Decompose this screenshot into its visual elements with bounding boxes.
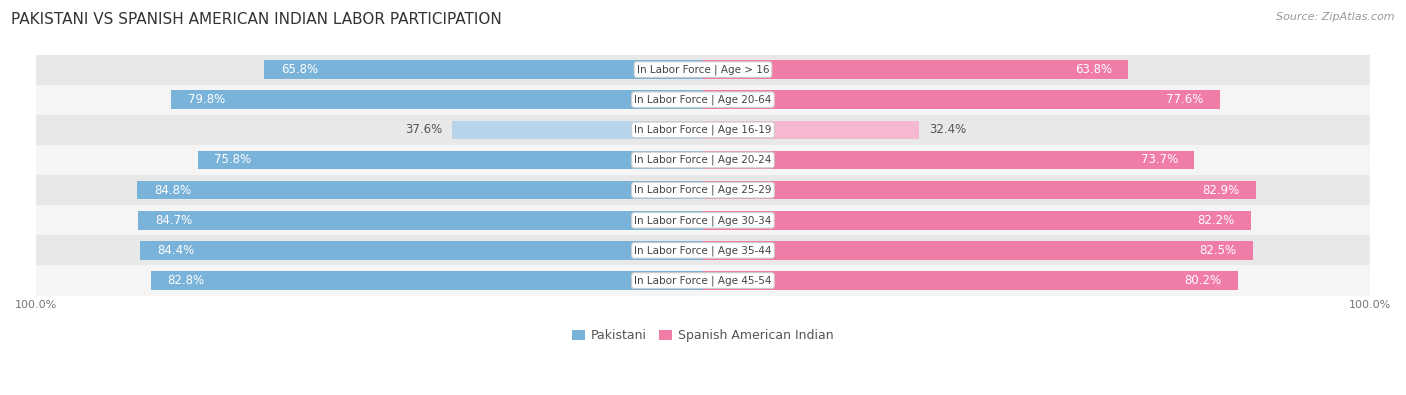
Text: In Labor Force | Age 45-54: In Labor Force | Age 45-54: [634, 275, 772, 286]
Bar: [138, 211, 703, 229]
Text: 84.4%: 84.4%: [157, 244, 194, 257]
Text: 82.9%: 82.9%: [1202, 184, 1239, 197]
Text: Source: ZipAtlas.com: Source: ZipAtlas.com: [1277, 12, 1395, 22]
Bar: [37, 145, 1369, 175]
Bar: [37, 205, 1369, 235]
Bar: [703, 150, 1195, 169]
Bar: [197, 150, 703, 169]
Bar: [150, 271, 703, 290]
Bar: [37, 175, 1369, 205]
Bar: [37, 235, 1369, 265]
Bar: [703, 241, 1253, 260]
Bar: [264, 60, 703, 79]
Text: 84.8%: 84.8%: [155, 184, 191, 197]
Text: In Labor Force | Age 25-29: In Labor Force | Age 25-29: [634, 185, 772, 196]
Bar: [453, 120, 703, 139]
Text: In Labor Force | Age 30-34: In Labor Force | Age 30-34: [634, 215, 772, 226]
Bar: [703, 271, 1237, 290]
Bar: [172, 90, 703, 109]
Bar: [37, 85, 1369, 115]
Text: 73.7%: 73.7%: [1140, 154, 1178, 167]
Bar: [37, 265, 1369, 295]
Text: 65.8%: 65.8%: [281, 63, 318, 76]
Bar: [703, 60, 1129, 79]
Text: 32.4%: 32.4%: [929, 123, 966, 136]
Text: PAKISTANI VS SPANISH AMERICAN INDIAN LABOR PARTICIPATION: PAKISTANI VS SPANISH AMERICAN INDIAN LAB…: [11, 12, 502, 27]
Text: 80.2%: 80.2%: [1184, 274, 1222, 287]
Text: 63.8%: 63.8%: [1074, 63, 1112, 76]
Text: In Labor Force | Age > 16: In Labor Force | Age > 16: [637, 64, 769, 75]
Text: 82.8%: 82.8%: [167, 274, 205, 287]
Bar: [703, 90, 1220, 109]
Bar: [138, 181, 703, 199]
Text: 77.6%: 77.6%: [1167, 93, 1204, 106]
Bar: [37, 115, 1369, 145]
Text: 82.2%: 82.2%: [1198, 214, 1234, 227]
Text: 37.6%: 37.6%: [405, 123, 443, 136]
Legend: Pakistani, Spanish American Indian: Pakistani, Spanish American Indian: [572, 329, 834, 342]
Bar: [703, 211, 1251, 229]
Text: 84.7%: 84.7%: [155, 214, 193, 227]
Bar: [703, 181, 1256, 199]
Text: 82.5%: 82.5%: [1199, 244, 1236, 257]
Bar: [141, 241, 703, 260]
Text: In Labor Force | Age 16-19: In Labor Force | Age 16-19: [634, 124, 772, 135]
Text: In Labor Force | Age 20-64: In Labor Force | Age 20-64: [634, 94, 772, 105]
Text: In Labor Force | Age 35-44: In Labor Force | Age 35-44: [634, 245, 772, 256]
Text: 79.8%: 79.8%: [187, 93, 225, 106]
Text: 75.8%: 75.8%: [214, 154, 252, 167]
Bar: [703, 120, 920, 139]
Text: In Labor Force | Age 20-24: In Labor Force | Age 20-24: [634, 155, 772, 165]
Bar: [37, 55, 1369, 85]
